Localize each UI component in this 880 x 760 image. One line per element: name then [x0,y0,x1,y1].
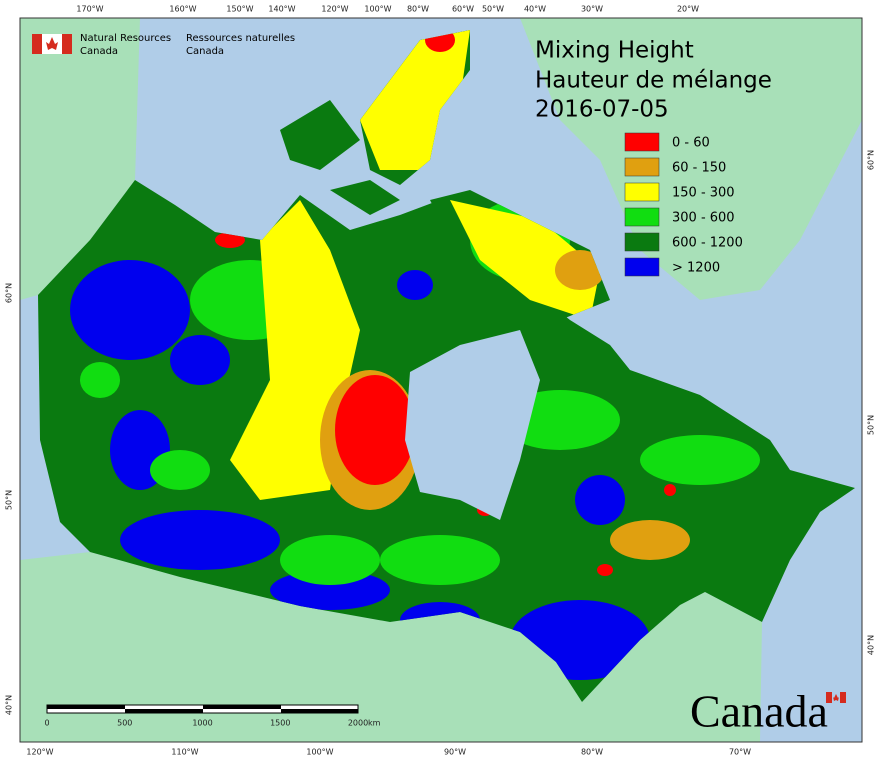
zone [664,484,676,496]
canada-wordmark: Canada [690,686,846,737]
latitude-label: 60°N [867,150,876,170]
legend-swatch [624,157,660,177]
scale-unit: km [368,719,381,728]
zone [575,475,625,525]
legend-label: 150 - 300 [672,186,735,201]
maple-leaf [46,37,58,50]
scale-label: 2000 [348,719,368,728]
zone [70,260,190,360]
longitude-label: 40°W [524,5,546,14]
greenland-land [520,18,862,300]
longitude-label: 60°W [452,5,474,14]
zone [215,232,245,248]
map-frame [19,17,863,743]
scale-label: 1000 [192,719,212,728]
legend-label: 300 - 600 [672,211,735,226]
longitude-label: 90°W [444,748,466,757]
longitude-label: 80°W [581,748,603,757]
longitude-label: 30°W [581,5,603,14]
agency-signature: Natural Resources Canada Ressources natu… [32,33,295,57]
longitude-label: 100°W [364,5,391,14]
wordmark: Canada [690,686,828,737]
zone [80,362,120,398]
zone [170,335,230,385]
scale-segment [125,709,203,713]
map-title: Hauteur de mélange [535,68,772,94]
longitude-label: 80°W [407,5,429,14]
longitude-label: 100°W [306,748,333,757]
zone [610,520,690,560]
longitude-label: 110°W [171,748,198,757]
zone [335,375,415,485]
longitude-label: 70°W [729,748,751,757]
zone [280,535,380,585]
zone [120,510,280,570]
longitude-label: 120°W [26,748,53,757]
longitude-label: 150°W [226,5,253,14]
legend-swatch [624,207,660,227]
scale-label: 1500 [270,719,290,728]
legend-label: > 1200 [672,261,720,276]
flag-bar [826,692,832,703]
alaska-land [20,18,140,300]
usa-land [20,552,762,742]
scale-segment [203,705,281,709]
agency-fr: Canada [186,46,224,57]
flag-bar [32,34,42,54]
scale-label: 500 [117,719,132,728]
scale-bar [46,704,359,714]
latitude-label: 40°N [867,635,876,655]
map-title: Mixing Height [535,38,694,64]
agency-fr: Ressources naturelles [186,33,295,44]
legend-swatch [624,257,660,277]
scale-label: 0 [44,719,49,728]
zone [450,200,600,320]
latitude-label: 40°N [5,695,14,715]
legend-swatch [624,232,660,252]
zone [555,250,605,290]
longitude-label: 160°W [169,5,196,14]
hudson-bay [405,330,540,520]
zone [640,435,760,485]
maple-leaf [833,694,839,701]
legend-label: 60 - 150 [672,161,726,176]
latitude-label: 50°N [867,415,876,435]
zone [397,270,433,300]
agency-en: Natural Resources [80,33,171,44]
zone [597,564,613,576]
scale-segment [47,705,125,709]
scale-segment [281,709,358,713]
longitude-label: 140°W [268,5,295,14]
flag-bar [62,34,72,54]
longitude-label: 20°W [677,5,699,14]
agency-en: Canada [80,46,118,57]
legend-swatch [624,182,660,202]
legend-swatch [624,132,660,152]
latitude-label: 60°N [5,283,14,303]
zone [150,450,210,490]
longitude-label: 170°W [76,5,103,14]
longitude-label: 50°W [482,5,504,14]
latitude-label: 50°N [5,490,14,510]
legend-label: 0 - 60 [672,136,710,151]
longitude-label: 120°W [321,5,348,14]
zone [380,535,500,585]
flag-bar [840,692,846,703]
map-date: 2016-07-05 [535,97,669,123]
legend-label: 600 - 1200 [672,236,743,251]
